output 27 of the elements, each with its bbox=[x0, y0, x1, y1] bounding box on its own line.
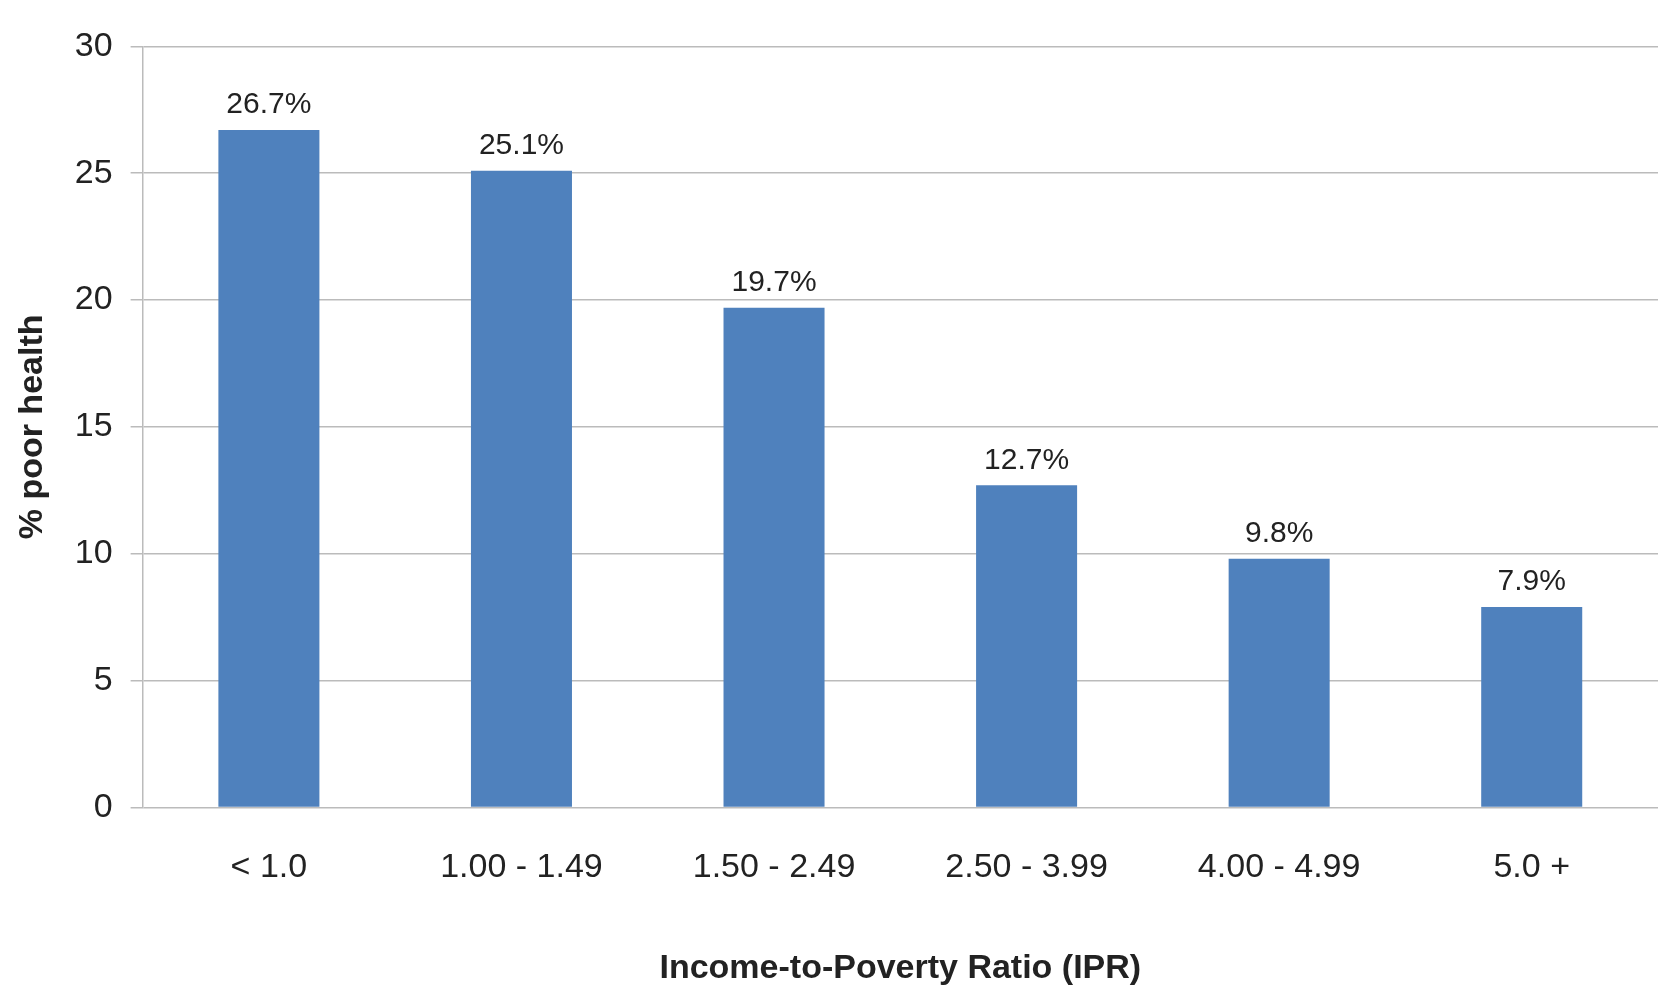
x-tick-label: 2.50 - 3.99 bbox=[945, 846, 1108, 885]
data-label: 7.9% bbox=[1497, 563, 1566, 597]
y-tick-label: 20 bbox=[74, 278, 113, 317]
y-tick-label: 0 bbox=[93, 785, 113, 824]
x-tick-label: 1.50 - 2.49 bbox=[692, 846, 856, 885]
bar bbox=[976, 485, 1078, 807]
x-tick-label: < 1.0 bbox=[230, 846, 308, 885]
x-tick-label: 5.0 + bbox=[1493, 846, 1571, 885]
data-label: 19.7% bbox=[731, 263, 817, 297]
bar bbox=[1481, 607, 1583, 807]
data-label: 25.1% bbox=[478, 126, 564, 160]
y-tick-label: 25 bbox=[74, 151, 113, 190]
data-label: 12.7% bbox=[984, 441, 1070, 475]
bar bbox=[470, 170, 572, 807]
x-axis-title: Income-to-Poverty Ratio (IPR) bbox=[659, 946, 1142, 985]
bar bbox=[1228, 558, 1330, 807]
y-tick-label: 5 bbox=[93, 658, 113, 697]
data-label: 26.7% bbox=[226, 86, 312, 120]
y-tick-label: 30 bbox=[74, 24, 113, 63]
y-axis-title: % poor health bbox=[10, 314, 49, 540]
x-tick-label: 1.00 - 1.49 bbox=[440, 846, 603, 885]
y-tick-label: 10 bbox=[74, 532, 113, 571]
data-label: 9.8% bbox=[1244, 515, 1314, 549]
bar bbox=[723, 307, 825, 807]
x-tick-label: 4.00 - 4.99 bbox=[1197, 846, 1361, 885]
bar bbox=[218, 130, 320, 807]
y-tick-label: 15 bbox=[74, 405, 113, 444]
